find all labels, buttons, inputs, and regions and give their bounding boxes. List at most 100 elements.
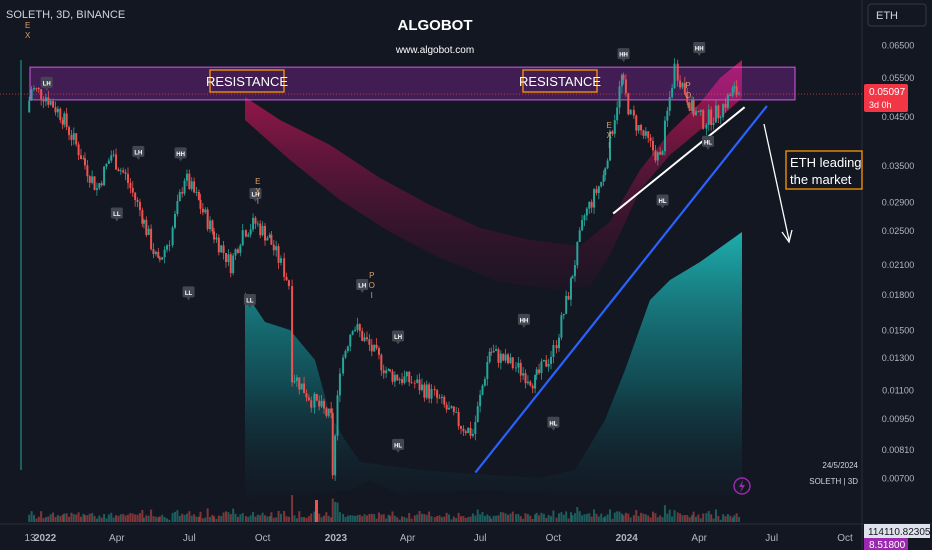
volume-bar — [637, 516, 640, 522]
volume-bar — [249, 515, 252, 522]
volume-bar — [560, 512, 563, 522]
candle-body — [256, 223, 259, 225]
volume-bar — [201, 518, 204, 522]
candle-body — [490, 351, 493, 353]
candle-body — [403, 376, 406, 384]
volume-bar — [42, 518, 45, 522]
volume-bar — [738, 517, 741, 522]
candle-body — [126, 173, 129, 184]
candle-body — [393, 374, 396, 382]
candle-body — [320, 400, 323, 407]
pattern-label: HH — [176, 152, 185, 158]
volume-bar — [522, 518, 525, 522]
volume-bar — [217, 515, 220, 522]
candle-body — [298, 377, 301, 390]
resistance-label-left: RESISTANCE — [206, 74, 288, 89]
candle-body — [138, 201, 141, 211]
volume-bar — [576, 506, 579, 522]
candle-body — [613, 120, 616, 134]
candle-body — [356, 324, 359, 330]
currency-selector[interactable] — [867, 3, 927, 27]
pattern-label: HH — [695, 47, 704, 53]
volume-bar — [103, 513, 106, 522]
lightning-icon-bolt — [739, 480, 745, 493]
volume-bar — [211, 514, 214, 522]
price-badge — [864, 84, 908, 112]
volume-bar — [616, 511, 619, 522]
candle-body — [173, 213, 176, 228]
volume-bar — [481, 511, 484, 522]
volume-bar — [557, 513, 560, 522]
pattern-marker-lh: LH — [249, 187, 262, 202]
volume-bar — [358, 514, 361, 522]
volume-bar — [497, 515, 500, 522]
volume-bar — [117, 515, 120, 522]
volume-bar — [138, 513, 141, 522]
candle-body — [519, 362, 522, 376]
volume-bar — [676, 512, 679, 522]
candle-body — [91, 176, 94, 183]
candle-body — [416, 379, 419, 383]
signal-marker-text: E — [25, 21, 30, 30]
candle-body — [206, 209, 209, 230]
candle-body — [474, 422, 477, 434]
candle-body — [495, 349, 498, 351]
y-tick-label: 0.02500 — [882, 226, 915, 236]
candle-body — [581, 220, 584, 231]
volume-bar — [535, 512, 538, 522]
candle-body — [738, 93, 741, 95]
volume-bar — [679, 513, 682, 522]
lightning-icon[interactable] — [733, 477, 751, 495]
volume-bar — [83, 515, 86, 522]
volume-bar — [112, 517, 115, 522]
candle-body — [331, 412, 334, 476]
volume-bar — [555, 517, 558, 522]
candle-body — [209, 220, 212, 230]
volume-bar — [542, 513, 545, 522]
volume-bar — [649, 517, 652, 522]
candle-body — [483, 379, 486, 386]
pattern-marker-hh: HH — [174, 147, 187, 162]
signal-marker-text: E — [607, 121, 612, 130]
volume-bar — [507, 514, 510, 522]
candle-body — [573, 265, 576, 277]
candle-body — [497, 349, 500, 363]
candle-body — [188, 173, 191, 190]
candle-body — [620, 74, 623, 87]
candle-body — [305, 393, 308, 398]
candle-body — [178, 192, 181, 202]
volume-bar — [642, 513, 645, 522]
volume-bar — [654, 513, 657, 522]
eth-leading-line1: ETH leading — [790, 155, 862, 170]
candle-body — [215, 237, 218, 240]
volume-bar — [499, 511, 502, 522]
volume-bar — [504, 513, 507, 522]
candle-body — [86, 165, 89, 177]
candle-body — [93, 176, 96, 190]
candle-body — [199, 199, 202, 209]
candle-body — [291, 286, 294, 383]
volume-bar — [261, 512, 264, 522]
volume-bar — [488, 515, 491, 522]
candle-body — [181, 192, 184, 194]
volume-bar — [469, 516, 472, 522]
candle-body — [334, 435, 337, 476]
volume-bar — [606, 514, 609, 522]
candle-body — [42, 99, 45, 102]
pattern-marker-hl: HL — [547, 416, 560, 431]
candle-body — [56, 108, 59, 113]
volume-bar — [298, 511, 301, 522]
trendline-blue[interactable] — [474, 105, 768, 474]
volume-bar — [171, 512, 174, 522]
candle-body — [303, 383, 306, 394]
trendline-white[interactable] — [612, 106, 746, 215]
candle-body — [695, 111, 698, 116]
volume-bar — [291, 495, 294, 522]
volume-bar — [418, 511, 421, 522]
volume-bar — [68, 516, 71, 522]
volume-bar — [229, 514, 232, 522]
candle-body — [499, 353, 502, 363]
volume-bar — [524, 513, 527, 522]
volume-bar — [712, 518, 715, 522]
